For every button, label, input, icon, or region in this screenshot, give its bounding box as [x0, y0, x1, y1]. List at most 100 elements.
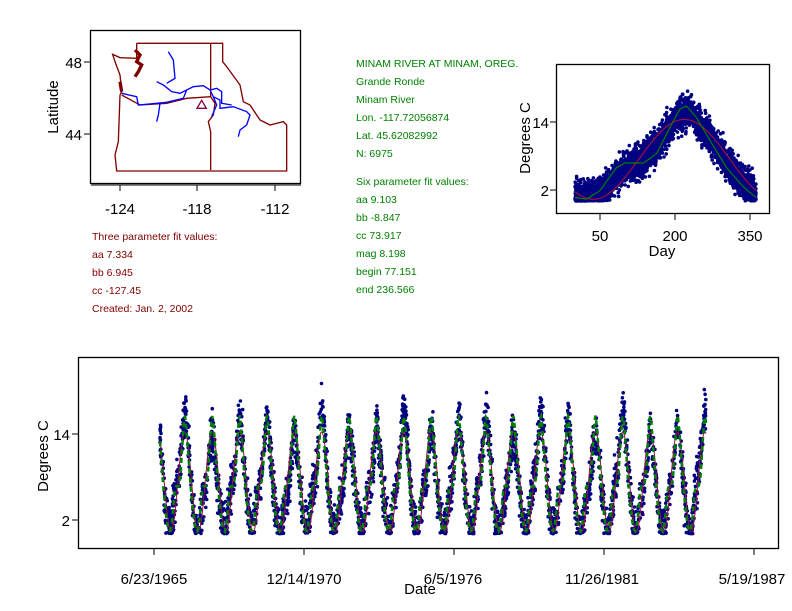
data-point [652, 141, 656, 146]
data-point [677, 125, 682, 129]
data-point [597, 198, 602, 203]
data-point [700, 146, 704, 150]
data-point [685, 89, 690, 93]
data-point [650, 145, 655, 150]
data-point [573, 185, 577, 189]
data-point [686, 95, 691, 100]
data-point [674, 106, 678, 110]
data-point [581, 177, 586, 181]
data-point [715, 166, 720, 171]
river-columbia [121, 84, 251, 137]
data-point [324, 432, 328, 437]
data-point [740, 163, 744, 167]
data-point [603, 174, 607, 178]
data-point [625, 149, 629, 153]
data-point [662, 147, 666, 151]
data-point [611, 164, 616, 169]
data-point [683, 110, 687, 115]
data-point [457, 401, 461, 406]
seasonal-ytick: 2 [541, 183, 549, 200]
river-upper [156, 81, 187, 95]
data-point [738, 166, 742, 170]
data-point [303, 499, 308, 503]
data-point [636, 150, 640, 154]
data-point [691, 124, 696, 129]
data-point [322, 424, 327, 428]
data-point [707, 114, 712, 118]
seasonal-ylabel: Degrees C [517, 102, 534, 174]
data-point [723, 154, 727, 159]
data-point [655, 139, 660, 143]
data-point [586, 190, 591, 195]
data-point [617, 173, 621, 178]
data-point [604, 186, 608, 190]
data-point [703, 135, 707, 140]
data-point [626, 184, 631, 189]
data-point [627, 153, 631, 157]
data-point [640, 175, 644, 180]
data-point [668, 134, 672, 139]
data-point [725, 162, 730, 167]
puget-sound [118, 48, 144, 92]
timeseries-chart: 14 2 6/23/1965 12/14/1970 6/5/1976 11/26… [35, 356, 785, 598]
data-point [537, 404, 542, 409]
data-point [684, 126, 688, 130]
data-point [715, 135, 719, 140]
data-point [618, 177, 622, 182]
data-point [679, 134, 684, 138]
data-point [694, 125, 699, 129]
data-point [636, 166, 641, 170]
data-point [593, 179, 597, 184]
data-point [731, 184, 735, 188]
state-outline [111, 42, 288, 172]
data-point [204, 505, 208, 510]
data-point [723, 179, 728, 183]
data-point [647, 174, 652, 179]
data-point [392, 483, 396, 487]
river-spur [156, 103, 161, 122]
data-point [630, 175, 634, 179]
river-snake [211, 96, 218, 117]
river-clearwater [209, 87, 232, 106]
data-point [632, 505, 637, 509]
data-point [642, 170, 646, 175]
data-point [609, 184, 613, 189]
data-point [652, 168, 657, 173]
data-point [691, 105, 696, 110]
data-point [680, 129, 685, 133]
data-point [645, 134, 649, 138]
data-point [733, 192, 737, 197]
data-point [705, 118, 710, 123]
data-point [495, 510, 500, 515]
data-point [696, 131, 700, 135]
data-point [599, 191, 603, 196]
data-point [685, 114, 689, 118]
data-point [240, 407, 245, 412]
data-point [431, 410, 435, 414]
data-point [319, 381, 324, 386]
data-point [641, 512, 645, 517]
map-ytick: 44 [65, 127, 82, 144]
data-point [642, 501, 646, 506]
data-point [720, 140, 725, 144]
data-point [721, 167, 726, 172]
map-ylabel: Latitude [45, 80, 62, 133]
data-point [603, 177, 608, 181]
data-point [174, 478, 178, 482]
data-point [752, 198, 756, 203]
data-point [660, 118, 665, 122]
seasonal-xtick: 50 [592, 228, 609, 245]
data-point [627, 143, 632, 148]
data-point [665, 115, 669, 120]
data-point [586, 176, 590, 181]
data-point [579, 190, 583, 194]
data-point [652, 125, 656, 130]
data-point [300, 514, 304, 519]
data-point [633, 144, 638, 148]
data-point [703, 108, 707, 113]
data-point [736, 153, 740, 158]
data-point [727, 147, 731, 152]
data-point [710, 158, 714, 162]
data-point [672, 124, 677, 128]
data-point [738, 190, 742, 195]
